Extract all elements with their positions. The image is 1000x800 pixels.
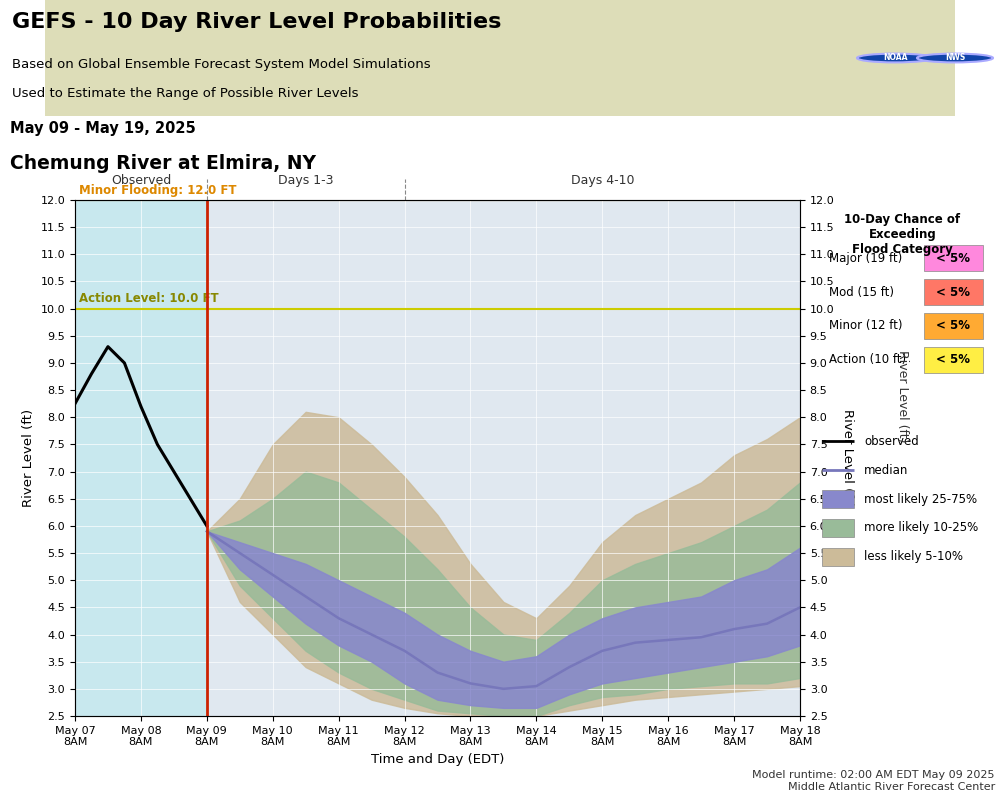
observed bbox=[168, 466, 180, 476]
Bar bbox=[924, 313, 983, 339]
Bar bbox=[924, 245, 983, 271]
median bbox=[234, 548, 246, 558]
Bar bbox=[822, 519, 854, 537]
Text: Observed: Observed bbox=[111, 174, 171, 187]
X-axis label: Time and Day (EDT): Time and Day (EDT) bbox=[371, 753, 504, 766]
Text: May 09 - May 19, 2025: May 09 - May 19, 2025 bbox=[10, 121, 196, 136]
observed bbox=[184, 494, 196, 503]
Text: Minor Flooding: 12.0 FT: Minor Flooding: 12.0 FT bbox=[79, 184, 236, 197]
median bbox=[596, 646, 608, 656]
Text: Model runtime: 02:00 AM EDT May 09 2025
Middle Atlantic River Forecast Center: Model runtime: 02:00 AM EDT May 09 2025 … bbox=[753, 770, 995, 792]
Text: Chemung River at Elmira, NY: Chemung River at Elmira, NY bbox=[10, 154, 316, 174]
Bar bbox=[924, 279, 983, 306]
observed bbox=[118, 358, 130, 368]
observed bbox=[151, 440, 163, 450]
median bbox=[563, 662, 575, 672]
median bbox=[497, 684, 509, 694]
Text: < 5%: < 5% bbox=[936, 286, 970, 298]
Text: Days 4-10: Days 4-10 bbox=[571, 174, 634, 187]
Text: most likely 25-75%: most likely 25-75% bbox=[864, 493, 977, 506]
Text: Major (19 ft): Major (19 ft) bbox=[829, 252, 902, 265]
Bar bbox=[75, 200, 207, 716]
Y-axis label: River Level (ft): River Level (ft) bbox=[841, 409, 854, 507]
median bbox=[662, 635, 674, 645]
Text: 10-Day Chance of
Exceeding
Flood Category: 10-Day Chance of Exceeding Flood Categor… bbox=[844, 213, 961, 256]
Text: less likely 5-10%: less likely 5-10% bbox=[864, 550, 963, 563]
Circle shape bbox=[857, 54, 933, 62]
Text: < 5%: < 5% bbox=[936, 319, 970, 333]
median bbox=[201, 526, 213, 536]
Text: Based on Global Ensemble Forecast System Model Simulations: Based on Global Ensemble Forecast System… bbox=[12, 58, 431, 71]
median bbox=[399, 646, 411, 656]
median bbox=[267, 570, 279, 579]
Text: Action Level: 10.0 FT: Action Level: 10.0 FT bbox=[79, 292, 218, 306]
Bar bbox=[924, 346, 983, 373]
median bbox=[794, 602, 806, 612]
observed bbox=[102, 342, 114, 351]
median bbox=[366, 630, 378, 639]
Text: River Level (ft): River Level (ft) bbox=[896, 350, 909, 442]
Line: observed: observed bbox=[75, 346, 207, 526]
observed bbox=[201, 521, 213, 530]
Text: Mod (15 ft): Mod (15 ft) bbox=[829, 286, 894, 298]
median bbox=[530, 682, 542, 691]
median bbox=[761, 619, 773, 629]
Circle shape bbox=[917, 54, 993, 62]
Text: more likely 10-25%: more likely 10-25% bbox=[864, 522, 978, 534]
Bar bbox=[822, 490, 854, 508]
Text: Minor (12 ft): Minor (12 ft) bbox=[829, 319, 902, 333]
Text: GEFS - 10 Day River Level Probabilities: GEFS - 10 Day River Level Probabilities bbox=[12, 11, 501, 31]
median bbox=[695, 633, 707, 642]
median bbox=[728, 624, 740, 634]
Text: NOAA: NOAA bbox=[883, 54, 907, 62]
median bbox=[431, 668, 443, 678]
Text: < 5%: < 5% bbox=[936, 354, 970, 366]
observed bbox=[85, 369, 97, 378]
Text: < 5%: < 5% bbox=[936, 252, 970, 265]
Text: Used to Estimate the Range of Possible River Levels: Used to Estimate the Range of Possible R… bbox=[12, 87, 358, 100]
Bar bbox=[822, 548, 854, 566]
median bbox=[300, 592, 312, 602]
observed bbox=[69, 399, 81, 409]
Text: Days 1-3: Days 1-3 bbox=[278, 174, 333, 187]
median bbox=[629, 638, 641, 647]
Text: median: median bbox=[864, 464, 908, 477]
median bbox=[464, 678, 476, 688]
median bbox=[333, 614, 345, 623]
observed bbox=[135, 402, 147, 411]
Line: median: median bbox=[207, 531, 800, 689]
Text: Action (10 ft): Action (10 ft) bbox=[829, 354, 906, 366]
Text: NWS: NWS bbox=[945, 54, 965, 62]
Y-axis label: River Level (ft): River Level (ft) bbox=[22, 409, 35, 507]
Text: observed: observed bbox=[864, 434, 919, 448]
